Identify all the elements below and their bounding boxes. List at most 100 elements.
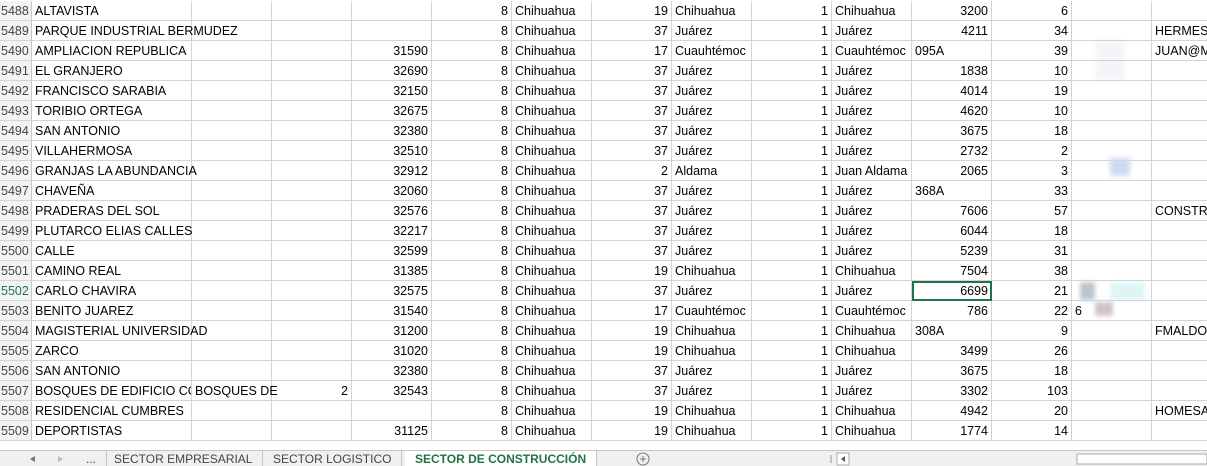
- cell: CHAVEÑA: [32, 181, 192, 201]
- row-header: 5497: [0, 181, 32, 201]
- cell: Chihuahua: [832, 261, 912, 281]
- cell: 368A: [912, 181, 992, 201]
- cell: 19: [592, 341, 672, 361]
- cell: Juárez: [832, 381, 912, 401]
- cell: Chihuahua: [512, 381, 592, 401]
- cell: Chihuahua: [512, 81, 592, 101]
- cell: Chihuahua: [512, 401, 592, 421]
- row-header: 5489: [0, 21, 32, 41]
- empty-cell: [1152, 141, 1207, 161]
- cell: 37: [592, 61, 672, 81]
- cell: 57: [992, 201, 1072, 221]
- cell: 1: [752, 161, 832, 181]
- cell: Chihuahua: [672, 1, 752, 21]
- cell: 37: [592, 121, 672, 141]
- row-header: 5493: [0, 101, 32, 121]
- cell: Juárez: [832, 221, 912, 241]
- sheet-tab[interactable]: SECTOR DE CONSTRUCCIÓN: [405, 451, 598, 466]
- cell: Juárez: [832, 21, 912, 41]
- cell: Cuauhtémoc: [672, 301, 752, 321]
- cell: GRANJAS LA ABUNDANCIA: [32, 161, 197, 181]
- cell: 103: [992, 381, 1072, 401]
- empty-cell: [272, 321, 352, 341]
- empty-cell: [272, 361, 352, 381]
- empty-cell: [272, 421, 352, 441]
- cell: 32675: [352, 101, 432, 121]
- cell: 37: [592, 181, 672, 201]
- cell: Chihuahua: [832, 1, 912, 21]
- row-header: 5507: [0, 381, 32, 401]
- cell: 37: [592, 381, 672, 401]
- cell: 8: [432, 381, 512, 401]
- cell: 8: [432, 81, 512, 101]
- cell: 8: [432, 361, 512, 381]
- cell: 32380: [352, 361, 432, 381]
- empty-cell: [272, 201, 352, 221]
- cell: 33: [992, 181, 1072, 201]
- cell: Juárez: [832, 141, 912, 161]
- row-header: 5495: [0, 141, 32, 161]
- cell: 8: [432, 21, 512, 41]
- cell: JUAN@M: [1152, 41, 1207, 61]
- cell: 10: [992, 101, 1072, 121]
- cell: 8: [432, 221, 512, 241]
- sheet-tab[interactable]: SECTOR EMPRESARIAL: [104, 451, 264, 466]
- cell: 1: [752, 81, 832, 101]
- cell: Chihuahua: [512, 341, 592, 361]
- cell: 8: [432, 341, 512, 361]
- empty-cell: [192, 221, 272, 241]
- cell: Cuauhtémoc: [832, 301, 912, 321]
- cell: 3675: [912, 361, 992, 381]
- cell: 14: [992, 421, 1072, 441]
- empty-cell: [1152, 101, 1207, 121]
- cell: PRADERAS DEL SOL: [32, 201, 192, 221]
- cell: Chihuahua: [512, 181, 592, 201]
- tab-more[interactable]: ...: [76, 451, 108, 466]
- cell: 37: [592, 21, 672, 41]
- cell: 1: [752, 261, 832, 281]
- cell: 3200: [912, 1, 992, 21]
- empty-cell: [1072, 21, 1152, 41]
- row-header: 5498: [0, 201, 32, 221]
- cell: Chihuahua: [512, 121, 592, 141]
- empty-cell: [192, 281, 272, 301]
- sheet-tab[interactable]: SECTOR LOGISTICO: [263, 451, 403, 466]
- empty-cell: [272, 1, 352, 21]
- tab-nav[interactable]: [0, 451, 80, 466]
- cell: 3: [992, 161, 1072, 181]
- cell: 2065: [912, 161, 992, 181]
- cell: Chihuahua: [512, 301, 592, 321]
- cell: Juárez: [672, 101, 752, 121]
- cell: Juárez: [672, 21, 752, 41]
- empty-cell: [1152, 81, 1207, 101]
- cell: Chihuahua: [672, 401, 752, 421]
- cell: Juárez: [832, 101, 912, 121]
- empty-cell: [1152, 341, 1207, 361]
- empty-cell: [192, 421, 272, 441]
- cell: 31385: [352, 261, 432, 281]
- cell: Chihuahua: [512, 361, 592, 381]
- cell: Juárez: [672, 141, 752, 161]
- empty-cell: [1072, 321, 1152, 341]
- cell: Juárez: [672, 201, 752, 221]
- empty-cell: [1072, 281, 1152, 301]
- h-scrollbar[interactable]: [827, 451, 1207, 466]
- cell: 18: [992, 221, 1072, 241]
- cell: 32912: [352, 161, 432, 181]
- empty-cell: [272, 261, 352, 281]
- cell: 19: [592, 401, 672, 421]
- add-sheet[interactable]: [633, 451, 653, 466]
- cell: 32060: [352, 181, 432, 201]
- cell: 20: [992, 401, 1072, 421]
- empty-cell: [272, 141, 352, 161]
- empty-cell: [1152, 121, 1207, 141]
- cell: Chihuahua: [832, 341, 912, 361]
- empty-cell: [192, 181, 272, 201]
- empty-cell: [192, 81, 272, 101]
- cell: 8: [432, 1, 512, 21]
- empty-cell: [192, 321, 272, 341]
- cell: HOMESA: [1152, 401, 1207, 421]
- cell: 32217: [352, 221, 432, 241]
- cell: SAN ANTONIO: [32, 121, 192, 141]
- empty-cell: [1152, 181, 1207, 201]
